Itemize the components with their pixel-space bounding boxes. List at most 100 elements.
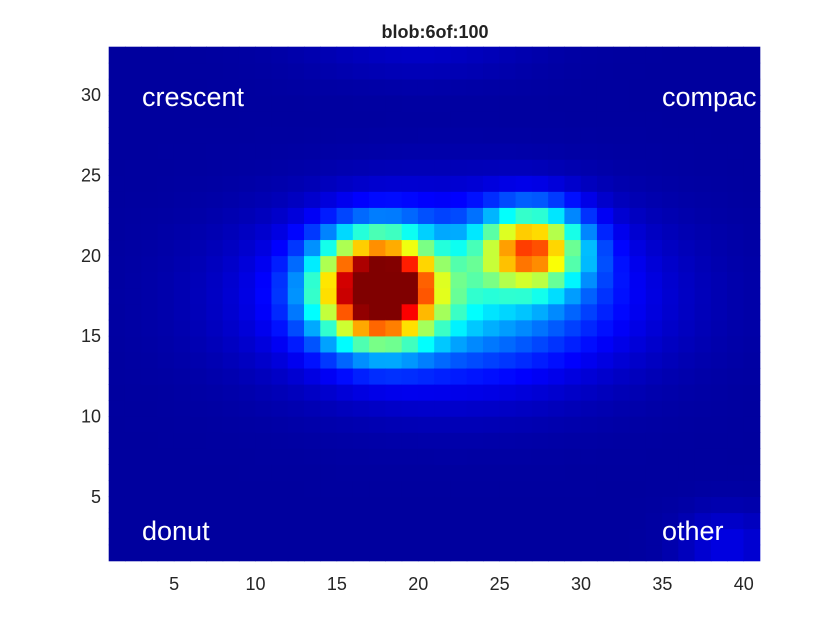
- heatmap-cell: [499, 94, 517, 112]
- heatmap-cell: [190, 159, 207, 176]
- heatmap-cell: [336, 239, 354, 257]
- heatmap-cell: [401, 143, 419, 160]
- heatmap-cell: [369, 271, 386, 289]
- heatmap-cell: [271, 528, 289, 546]
- heatmap-cell: [743, 110, 761, 128]
- heatmap-cell: [320, 464, 338, 481]
- heatmap-cell: [173, 512, 191, 530]
- heatmap-cell: [320, 432, 338, 449]
- heatmap-cell: [710, 512, 728, 530]
- heatmap-cell: [548, 448, 566, 465]
- heatmap-cell: [352, 319, 370, 337]
- heatmap-cell: [352, 464, 370, 481]
- heatmap-cell: [580, 496, 598, 514]
- heatmap-cell: [255, 127, 273, 144]
- heatmap-cell: [352, 94, 370, 112]
- heatmap-cell: [304, 351, 321, 369]
- heatmap-cell: [336, 496, 354, 514]
- heatmap-cell: [369, 110, 386, 128]
- heatmap-cell: [580, 351, 598, 369]
- heatmap-cell: [694, 46, 712, 64]
- heatmap-cell: [141, 367, 159, 385]
- heatmap-cell: [727, 78, 745, 96]
- heatmap-cell: [385, 432, 403, 449]
- heatmap-cell: [450, 94, 468, 112]
- heatmap-cell: [222, 255, 240, 273]
- heatmap-cell: [141, 175, 159, 192]
- heatmap-cell: [483, 94, 500, 112]
- heatmap-cell: [238, 127, 256, 144]
- heatmap-cell: [596, 448, 614, 465]
- heatmap-cell: [694, 110, 712, 128]
- heatmap-cell: [564, 143, 582, 160]
- heatmap-cell: [564, 207, 582, 224]
- heatmap-cell: [613, 287, 631, 305]
- heatmap-cell: [336, 384, 354, 401]
- heatmap-cell: [336, 175, 354, 192]
- heatmap-cell: [108, 271, 126, 289]
- heatmap-cell: [108, 384, 126, 401]
- heatmap-cell: [401, 303, 419, 321]
- heatmap-cell: [645, 448, 663, 465]
- heatmap-cell: [369, 528, 386, 546]
- heatmap-cell: [450, 496, 468, 514]
- heatmap-cell: [483, 223, 500, 241]
- heatmap-cell: [206, 496, 224, 514]
- heatmap-cell: [483, 496, 500, 514]
- heatmap-cell: [434, 143, 452, 160]
- heatmap-cell: [255, 239, 273, 257]
- heatmap-cell: [743, 512, 761, 530]
- heatmap-cell: [710, 46, 728, 64]
- heatmap-cell: [548, 78, 566, 96]
- heatmap-cell: [157, 127, 175, 144]
- heatmap-cell: [336, 191, 354, 208]
- heatmap-cell: [287, 303, 305, 321]
- heatmap-cell: [483, 255, 500, 273]
- heatmap-cell: [320, 384, 338, 401]
- heatmap-cell: [645, 528, 663, 546]
- heatmap-cell: [727, 127, 745, 144]
- heatmap-cell: [222, 191, 240, 208]
- heatmap-cell: [548, 464, 566, 481]
- heatmap-cell: [238, 271, 256, 289]
- heatmap-cell: [385, 384, 403, 401]
- heatmap-cell: [190, 78, 207, 96]
- heatmap-cell: [580, 175, 598, 192]
- heatmap-cell: [401, 512, 419, 530]
- heatmap-cell: [710, 544, 728, 562]
- heatmap-cell: [190, 528, 207, 546]
- heatmap-cell: [157, 159, 175, 176]
- heatmap-cell: [238, 223, 256, 241]
- heatmap-cell: [450, 432, 468, 449]
- heatmap-cell: [515, 62, 533, 80]
- heatmap-cell: [271, 78, 289, 96]
- heatmap-cell: [238, 528, 256, 546]
- heatmap-cell: [287, 271, 305, 289]
- heatmap-cell: [466, 367, 484, 385]
- heatmap-cell: [483, 287, 500, 305]
- heatmap-cell: [531, 239, 549, 257]
- heatmap-cell: [564, 255, 582, 273]
- heatmap-cell: [483, 303, 500, 321]
- heatmap-cell: [499, 143, 517, 160]
- heatmap-cell: [336, 416, 354, 433]
- heatmap-cell: [108, 448, 126, 465]
- heatmap-cell: [190, 223, 207, 241]
- heatmap-cell: [287, 544, 305, 562]
- heatmap-cell: [580, 400, 598, 417]
- heatmap-cell: [108, 512, 126, 530]
- heatmap-cell: [466, 544, 484, 562]
- heatmap-cell: [417, 127, 435, 144]
- heatmap-cell: [401, 175, 419, 192]
- heatmap-cell: [483, 416, 500, 433]
- heatmap-cell: [190, 303, 207, 321]
- heatmap-cell: [369, 62, 386, 80]
- heatmap-cell: [352, 46, 370, 64]
- heatmap-cell: [613, 62, 631, 80]
- heatmap-cell: [450, 287, 468, 305]
- heatmap-cell: [743, 127, 761, 144]
- heatmap-cell: [645, 367, 663, 385]
- heatmap-cell: [401, 528, 419, 546]
- heatmap-cell: [108, 319, 126, 337]
